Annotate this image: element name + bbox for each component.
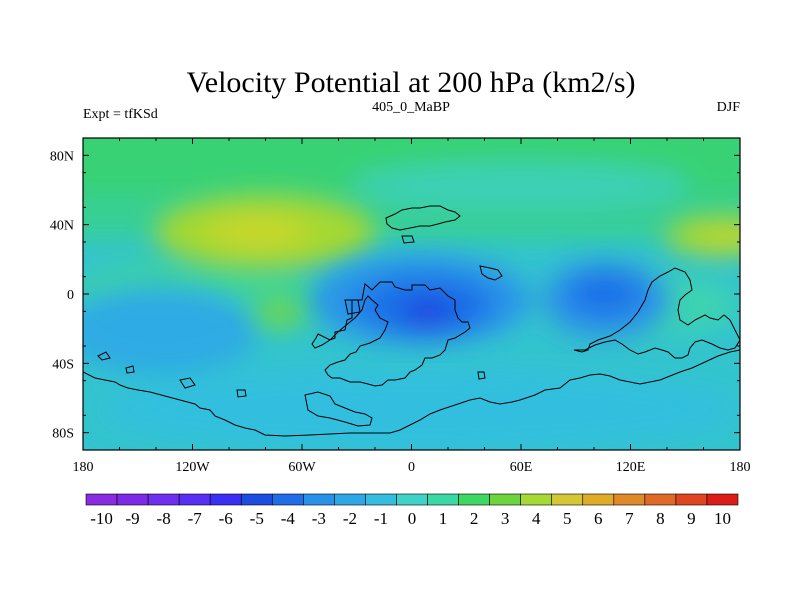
- coastline-island-9: [125, 365, 135, 374]
- southern-cyan: [100, 370, 740, 450]
- coastline-island-6: [304, 391, 373, 427]
- coastline-island-1: [401, 235, 415, 244]
- small-green-blob: [256, 303, 304, 323]
- y-tick-label: 80N: [50, 149, 74, 164]
- colorbar-label: -6: [219, 509, 233, 528]
- y-tick-label: 0: [67, 288, 74, 303]
- coastline-europe-north: [385, 205, 461, 231]
- colorbar-label: -4: [281, 509, 296, 528]
- y-tick-label: 40S: [52, 357, 74, 372]
- colorbar-label: 1: [439, 509, 448, 528]
- subtitle-left: Expt = tfKSd: [83, 107, 158, 122]
- colorbar-swatch: [613, 493, 646, 506]
- dateline-max-inner: [698, 226, 740, 246]
- colorbar-label: -8: [157, 509, 171, 528]
- coastline-island-5: [236, 389, 247, 398]
- x-tick-label: 120W: [175, 460, 210, 475]
- colorbar-label: 8: [656, 509, 665, 528]
- colorbar-label: 0: [408, 509, 417, 528]
- colorbar: [85, 493, 739, 506]
- colorbar-swatch: [209, 493, 242, 506]
- colorbar-swatch: [644, 493, 677, 506]
- chart-title: Velocity Potential at 200 hPa (km2/s): [186, 66, 635, 99]
- colorbar-label: 5: [563, 509, 572, 528]
- colorbar-label: 10: [714, 509, 731, 528]
- colorbar-label: -3: [312, 509, 326, 528]
- y-tick-label: 80S: [52, 427, 74, 442]
- southern-blue: [83, 285, 260, 375]
- coastline-island-7: [477, 371, 486, 380]
- colorbar-swatch: [178, 493, 211, 506]
- x-tick-label: 60W: [288, 460, 316, 475]
- african-min-core: [419, 308, 439, 320]
- colorbar-swatch: [85, 493, 118, 506]
- colorbar-label: -5: [250, 509, 264, 528]
- colorbar-labels: -10 -9 -8 -7 -6 -5 -4 -3 -2 -1 0 1 2 3 4 5 6 7 8 9 10: [90, 509, 731, 528]
- colorbar-swatch: [365, 493, 397, 506]
- colorbar-label: 7: [625, 509, 634, 528]
- colorbar-swatch: [582, 493, 615, 506]
- colorbar-label: 4: [532, 509, 541, 528]
- colorbar-label: -10: [90, 509, 113, 528]
- colorbar-swatch: [458, 493, 490, 506]
- asian-min-2: [567, 272, 643, 316]
- colorbar-label: -2: [343, 509, 357, 528]
- coastline-island-4: [179, 377, 196, 389]
- colorbar-swatch: [489, 493, 521, 506]
- x-tick-label: 180: [73, 460, 94, 475]
- pacific-max-inner: [206, 216, 310, 248]
- coastline-africa-south-america: [311, 281, 471, 387]
- colorbar-swatch: [551, 493, 584, 506]
- colorbar-label: 2: [470, 509, 479, 528]
- x-tick-label: 180: [730, 460, 751, 475]
- arctic-cyan-patch: [350, 163, 690, 207]
- colorbar-swatch: [147, 493, 180, 506]
- colorbar-label: 3: [501, 509, 510, 528]
- colorbar-label: -1: [374, 509, 388, 528]
- y-tick-label: 40N: [50, 219, 74, 234]
- colorbar-swatch: [675, 493, 708, 506]
- colorbar-label: -7: [188, 509, 203, 528]
- colorbar-swatch: [706, 493, 739, 506]
- coastline-southern-band: [83, 349, 740, 437]
- axis-ticks: [82, 138, 741, 450]
- coastline-island-3: [344, 299, 361, 315]
- subtitle-center: 405_0_MaBP: [372, 100, 450, 115]
- coastline: [83, 205, 740, 437]
- axis-labels: 180 120W 60W 0 60E 120E 180 80N 40N 0 40S 80S: [50, 149, 751, 475]
- colorbar-swatch: [520, 493, 553, 506]
- coastline-island-2: [479, 265, 503, 281]
- contour-field: [83, 138, 740, 450]
- coastline-island-8: [97, 351, 111, 361]
- colorbar-label: -9: [125, 509, 139, 528]
- coastline-asia-australia: [573, 267, 740, 359]
- colorbar-swatch: [240, 493, 273, 506]
- colorbar-swatch: [303, 493, 335, 506]
- colorbar-swatch: [271, 493, 304, 506]
- x-tick-label: 0: [408, 460, 415, 475]
- colorbar-swatch: [427, 493, 459, 506]
- x-tick-label: 120E: [616, 460, 646, 475]
- subtitle-right: DJF: [717, 100, 741, 115]
- colorbar-swatch: [396, 493, 428, 506]
- colorbar-label: 9: [687, 509, 696, 528]
- colorbar-label: 6: [594, 509, 603, 528]
- colorbar-swatch: [116, 493, 149, 506]
- colorbar-swatch: [334, 493, 366, 506]
- x-tick-label: 60E: [510, 460, 533, 475]
